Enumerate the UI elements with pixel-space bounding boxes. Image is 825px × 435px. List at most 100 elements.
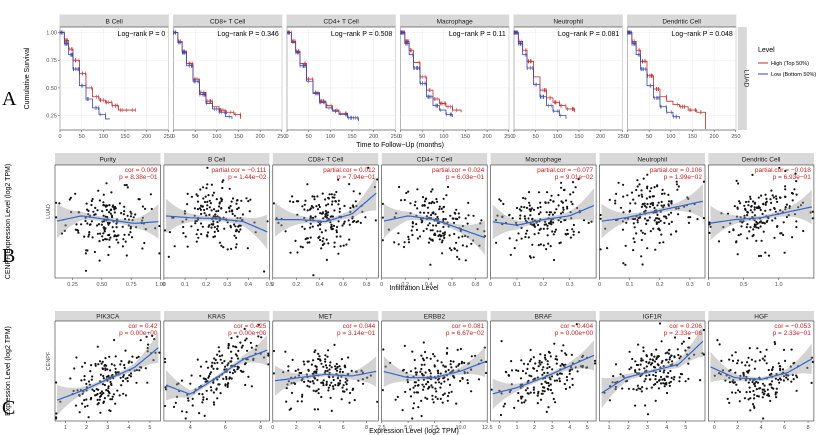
data-point — [745, 375, 748, 378]
data-point — [531, 218, 534, 221]
data-point — [194, 222, 197, 225]
data-point — [736, 362, 739, 365]
data-point — [614, 388, 617, 391]
correlation-stat: p = 3.14e−01 — [337, 330, 376, 337]
data-point — [409, 370, 412, 373]
data-point — [550, 194, 553, 197]
data-point — [163, 361, 167, 364]
survival-curve-low — [627, 32, 680, 119]
data-point — [520, 205, 523, 208]
data-point — [614, 202, 617, 205]
x-tick-label: 0 — [512, 134, 515, 140]
data-point — [55, 412, 58, 415]
data-point — [643, 380, 646, 383]
data-point — [213, 235, 216, 238]
data-point — [247, 375, 250, 378]
data-point — [628, 368, 631, 371]
data-point — [120, 360, 123, 363]
data-point — [364, 216, 367, 219]
data-point — [490, 388, 493, 391]
x-tick-label: 3 — [551, 425, 554, 431]
x-tick-label: 100 — [326, 134, 335, 140]
data-point — [397, 243, 400, 246]
data-point — [645, 222, 648, 225]
data-point — [446, 394, 450, 398]
data-point — [400, 199, 403, 202]
data-point — [656, 204, 659, 207]
data-point — [186, 393, 189, 396]
data-point — [90, 199, 93, 203]
data-point — [412, 407, 415, 410]
data-point — [524, 235, 527, 239]
data-point — [547, 388, 550, 391]
data-point — [199, 208, 202, 211]
data-point — [420, 399, 423, 402]
data-point — [748, 364, 751, 367]
data-point — [635, 232, 638, 235]
data-point — [670, 376, 673, 379]
x-tick-label: 100 — [99, 134, 108, 140]
row-strip-label: CENPF — [46, 351, 52, 370]
data-point — [753, 367, 757, 370]
data-point — [646, 185, 649, 188]
data-point — [453, 232, 456, 236]
data-point — [196, 208, 199, 211]
data-point — [553, 379, 557, 382]
data-point — [287, 380, 290, 383]
data-point — [666, 351, 669, 354]
correlation-stat: partial.cor = 0.106 — [650, 167, 703, 174]
data-point — [240, 346, 243, 349]
data-point — [571, 228, 574, 231]
data-point — [306, 360, 309, 363]
data-point — [689, 216, 692, 219]
confidence-band — [274, 175, 377, 237]
data-point — [220, 244, 223, 247]
correlation-stat: cor = 0.42 — [128, 323, 157, 330]
data-point — [88, 233, 91, 236]
data-point — [129, 210, 132, 213]
data-point — [438, 205, 441, 208]
data-point — [230, 247, 233, 250]
data-point — [420, 367, 423, 371]
data-point — [628, 350, 631, 353]
data-point — [762, 393, 765, 396]
data-point — [191, 404, 194, 407]
data-point — [445, 351, 449, 354]
data-point — [652, 359, 655, 362]
x-tick-label: 4 — [760, 425, 763, 431]
scatter-ylabel: CENPF Expression Level (log2 TPM) — [5, 164, 12, 279]
data-point — [417, 379, 420, 382]
data-point — [83, 361, 86, 365]
data-point — [297, 368, 300, 371]
data-point — [549, 245, 552, 248]
data-point — [732, 378, 735, 382]
data-point — [262, 356, 266, 359]
data-point — [541, 392, 544, 395]
data-point — [215, 198, 218, 201]
x-tick-label: 0 — [58, 134, 61, 140]
data-point — [440, 241, 443, 244]
facet-strip — [599, 311, 705, 321]
data-point — [333, 196, 336, 199]
data-point — [387, 228, 390, 231]
data-point — [325, 216, 329, 219]
data-point — [360, 369, 363, 372]
data-point — [332, 385, 335, 388]
facet-strip — [272, 311, 379, 321]
data-point — [213, 362, 216, 365]
data-point — [403, 241, 406, 244]
x-tick-label: 150 — [120, 134, 129, 140]
x-tick-label: 0.6 — [339, 282, 347, 288]
data-point — [532, 386, 536, 389]
data-point — [686, 196, 689, 199]
data-point — [206, 204, 209, 207]
data-point — [254, 348, 257, 351]
data-point — [411, 417, 414, 420]
data-point — [536, 206, 540, 209]
data-point — [317, 392, 320, 395]
data-point — [80, 223, 83, 226]
data-point — [306, 384, 309, 387]
data-point — [788, 205, 791, 208]
data-point — [469, 368, 473, 371]
data-point — [212, 391, 215, 394]
